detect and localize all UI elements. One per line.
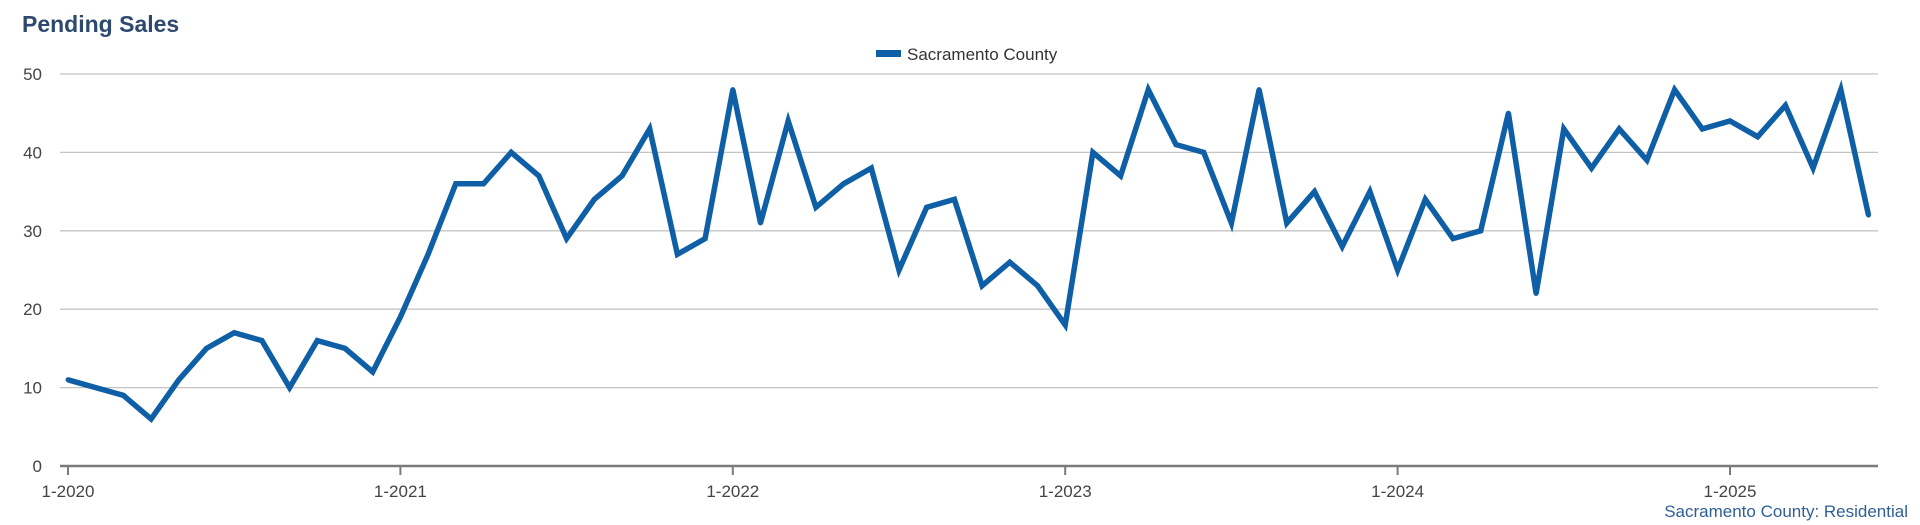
x-axis: 1-2020 1-2021 1-2022 1-2023 1-2024 1-2025 [42, 464, 1878, 501]
gridlines [60, 73, 1878, 389]
data-point[interactable] [314, 338, 320, 344]
x-tick-label: 1-2022 [706, 482, 759, 501]
data-point[interactable] [591, 196, 597, 202]
data-point[interactable] [148, 416, 154, 422]
legend-label: Sacramento County [907, 45, 1058, 64]
data-point[interactable] [1755, 134, 1761, 140]
data-point[interactable] [868, 165, 874, 171]
data-point[interactable] [1866, 212, 1871, 218]
data-point[interactable] [481, 181, 486, 187]
y-axis: 0 10 20 30 40 50 [23, 65, 42, 476]
data-point[interactable] [1201, 149, 1207, 155]
data-point[interactable] [841, 181, 847, 187]
legend[interactable]: Sacramento County [876, 45, 1058, 64]
data-point[interactable] [1367, 189, 1373, 195]
x-tick-label: 1-2021 [374, 482, 427, 501]
y-tick-label: 40 [23, 143, 42, 162]
data-point[interactable] [1312, 189, 1317, 195]
chart-source-label: Sacramento County: Residential [1664, 502, 1908, 521]
data-point[interactable] [370, 369, 376, 375]
data-point[interactable] [785, 118, 791, 124]
data-point[interactable] [397, 314, 403, 320]
x-tick-label: 1-2025 [1704, 482, 1757, 501]
data-point[interactable] [564, 236, 570, 242]
x-tick-label: 1-2023 [1039, 482, 1092, 501]
y-tick-label: 20 [23, 300, 42, 319]
data-point[interactable] [425, 251, 431, 257]
data-point[interactable] [1339, 243, 1345, 249]
data-point[interactable] [287, 385, 293, 391]
y-tick-label: 10 [23, 379, 42, 398]
data-point[interactable] [896, 267, 902, 273]
series-layer [65, 79, 1872, 424]
x-tick-label: 1-2020 [42, 482, 95, 501]
data-point[interactable] [1035, 283, 1040, 289]
data-point[interactable] [1228, 220, 1234, 226]
data-point[interactable] [619, 173, 625, 179]
data-point[interactable] [1284, 220, 1290, 226]
data-point[interactable] [1007, 259, 1013, 265]
data-point[interactable] [1672, 87, 1678, 93]
data-point[interactable] [1145, 87, 1151, 93]
data-point[interactable] [1478, 228, 1484, 234]
data-point[interactable] [674, 251, 680, 257]
data-point[interactable] [1450, 236, 1456, 242]
data-point[interactable] [758, 220, 763, 226]
data-point[interactable] [93, 385, 99, 391]
data-point[interactable] [1090, 149, 1096, 155]
data-point[interactable] [1395, 267, 1401, 273]
data-point[interactable] [536, 173, 542, 179]
data-point[interactable] [453, 181, 459, 187]
legend-swatch [876, 50, 901, 57]
data-point[interactable] [730, 87, 736, 93]
data-point[interactable] [1062, 322, 1068, 328]
data-point[interactable] [1616, 126, 1622, 132]
data-point[interactable] [1699, 126, 1705, 132]
chart-title: Pending Sales [22, 11, 179, 37]
data-point[interactable] [342, 345, 348, 351]
data-point[interactable] [508, 149, 514, 155]
data-point[interactable] [813, 204, 819, 210]
data-point[interactable] [204, 345, 209, 351]
data-point[interactable] [1561, 126, 1567, 132]
x-tick-label: 1-2024 [1371, 482, 1424, 501]
data-point[interactable] [1782, 102, 1788, 108]
data-point[interactable] [924, 204, 930, 210]
series-line-0[interactable] [67, 79, 1872, 424]
data-point[interactable] [1810, 165, 1816, 171]
y-tick-label: 30 [23, 222, 42, 241]
data-point[interactable] [1422, 196, 1428, 202]
data-point[interactable] [1533, 291, 1539, 297]
data-point[interactable] [951, 196, 957, 202]
data-point[interactable] [65, 377, 71, 383]
data-point[interactable] [702, 236, 708, 242]
data-point[interactable] [231, 330, 237, 336]
data-point[interactable] [120, 392, 126, 398]
data-point[interactable] [1727, 118, 1733, 124]
data-point[interactable] [1589, 165, 1594, 171]
y-tick-label: 0 [33, 457, 42, 476]
data-point[interactable] [979, 283, 985, 289]
data-point[interactable] [1644, 157, 1650, 163]
data-point[interactable] [1505, 110, 1511, 116]
data-point[interactable] [176, 377, 182, 383]
data-point[interactable] [259, 338, 265, 344]
y-tick-label: 50 [23, 65, 42, 84]
data-point[interactable] [1118, 173, 1124, 179]
data-point[interactable] [1838, 87, 1844, 93]
data-point[interactable] [647, 126, 653, 132]
data-point[interactable] [1256, 87, 1262, 93]
data-point[interactable] [1173, 142, 1179, 148]
